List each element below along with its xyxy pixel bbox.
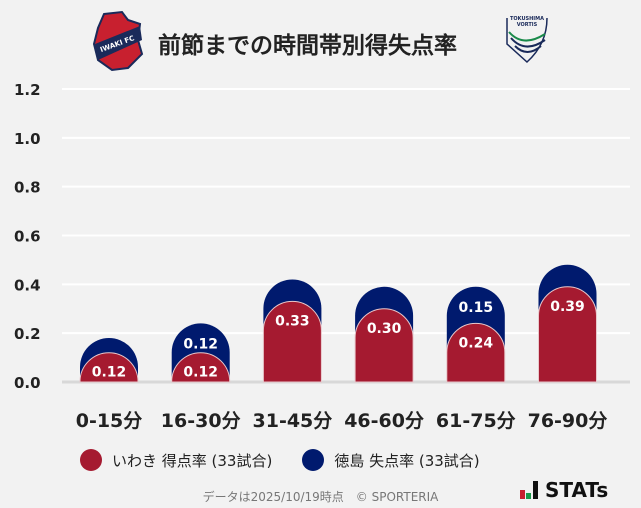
x-tick-label: 76-90分: [528, 410, 608, 432]
data-label-home: 0.30: [367, 321, 402, 337]
svg-text:VORTIS: VORTIS: [517, 22, 538, 28]
stats-brand-text: STATs: [545, 478, 609, 502]
data-label-home: 0.33: [275, 313, 310, 329]
tokushima-vortis-logo: TOKUSHIMA VORTIS: [506, 16, 548, 64]
y-tick-label: 0.4: [14, 276, 41, 294]
legend-item-away: 徳島 失点率 (33試合): [302, 449, 480, 471]
footer-note: データは2025/10/19時点 © SPORTERIA: [202, 490, 439, 504]
chart-title: 前節までの時間帯別得失点率: [158, 33, 457, 59]
data-label-home: 0.12: [92, 365, 127, 381]
bar-home: [354, 308, 414, 383]
y-tick-label: 1.2: [14, 81, 41, 99]
stats-brand: STATs: [520, 478, 608, 502]
bar-home: [538, 286, 597, 383]
data-label-away: 0.15: [459, 300, 494, 316]
y-tick-label: 0.8: [14, 179, 41, 197]
legend-label-home: いわき 得点率 (33試合): [112, 451, 273, 470]
legend: いわき 得点率 (33試合) 徳島 失点率 (33試合): [80, 449, 480, 471]
bar-home: [171, 352, 231, 383]
legend-item-home: いわき 得点率 (33試合): [80, 449, 272, 471]
data-label-away: 0.12: [183, 336, 218, 352]
bar-chart: 0.0 0.2 0.4 0.6 0.8 1.0 1.2 0.12 0-15分 0.12 0.12 16…: [14, 81, 630, 432]
x-tick-label: 31-45分: [253, 410, 333, 432]
bar-home: [262, 301, 322, 383]
data-label-home: 0.39: [550, 299, 585, 315]
iwaki-fc-logo: IWAKI FC: [92, 10, 144, 72]
y-tick-label: 0.0: [14, 374, 41, 392]
stats-logo-icon: [520, 481, 538, 499]
x-tick-label: 61-75分: [436, 410, 516, 432]
svg-text:TOKUSHIMA: TOKUSHIMA: [510, 16, 544, 22]
y-tick-label: 1.0: [14, 130, 41, 148]
x-tick-label: 16-30分: [161, 410, 241, 432]
legend-swatch-away: [302, 449, 325, 471]
legend-label-away: 徳島 失点率 (33試合): [334, 451, 480, 470]
data-label-home: 0.12: [183, 365, 218, 381]
bar-home: [446, 322, 506, 383]
y-tick-label: 0.6: [14, 228, 41, 246]
y-tick-label: 0.2: [14, 325, 41, 343]
data-label-home: 0.24: [459, 335, 494, 351]
x-tick-label: 0-15分: [76, 410, 143, 432]
x-tick-label: 46-60分: [344, 410, 424, 432]
legend-swatch-home: [80, 449, 102, 471]
bar-home: [79, 352, 139, 383]
